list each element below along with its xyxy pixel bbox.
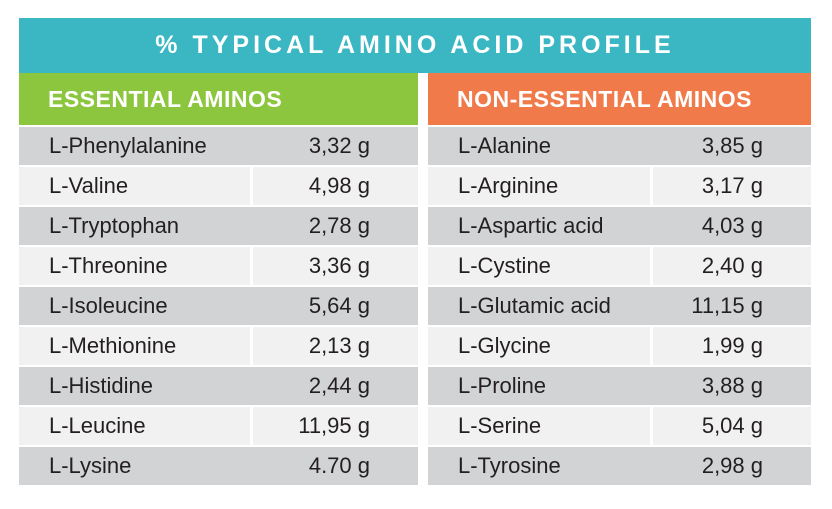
columns-container: ESSENTIAL AMINOS L-Phenylalanine 3,32 g … <box>19 73 811 487</box>
amino-name: L-Aspartic acid <box>458 213 604 238</box>
amino-name: L-Proline <box>458 373 547 398</box>
amino-name: L-Serine <box>458 413 542 438</box>
table-row: L-Glutamic acid 11,15 g <box>428 287 811 325</box>
table-row: L-Tyrosine 2,98 g <box>428 447 811 485</box>
amino-value: 11,95 g <box>250 407 418 445</box>
amino-value: 2,98 g <box>701 453 763 478</box>
table-row: L-Aspartic acid 4,03 g <box>428 207 811 245</box>
table-row: L-Phenylalanine 3,32 g <box>19 127 418 165</box>
essential-aminos-rows: L-Phenylalanine 3,32 g L-Valine 4,98 g L… <box>19 127 418 485</box>
amino-value: 5,04 g <box>650 407 811 445</box>
amino-name: L-Alanine <box>458 133 551 158</box>
amino-value: 5,64 g <box>308 293 370 318</box>
amino-value: 3,85 g <box>701 133 763 158</box>
table-row: L-Proline 3,88 g <box>428 367 811 405</box>
table-row: L-Cystine 2,40 g <box>428 247 811 285</box>
table-row: L-Threonine 3,36 g <box>19 247 418 285</box>
amino-name: L-Tryptophan <box>49 213 180 238</box>
panel-title: % TYPICAL AMINO ACID PROFILE <box>155 31 675 59</box>
table-row: L-Valine 4,98 g <box>19 167 418 205</box>
amino-name: L-Histidine <box>49 373 153 398</box>
table-row: L-Isoleucine 5,64 g <box>19 287 418 325</box>
amino-name: L-Methionine <box>49 333 177 358</box>
panel-title-bar: % TYPICAL AMINO ACID PROFILE <box>19 18 811 73</box>
amino-name: L-Isoleucine <box>49 293 168 318</box>
amino-value: 2,13 g <box>250 327 418 365</box>
amino-name: L-Lysine <box>49 453 132 478</box>
amino-value: 3,17 g <box>650 167 811 205</box>
table-row: L-Lysine 4.70 g <box>19 447 418 485</box>
amino-value: 4.70 g <box>308 453 370 478</box>
non-essential-aminos-column: NON-ESSENTIAL AMINOS L-Alanine 3,85 g L-… <box>428 73 811 487</box>
amino-name: L-Cystine <box>458 253 551 278</box>
amino-name: L-Glycine <box>458 333 551 358</box>
amino-name: L-Leucine <box>49 413 146 438</box>
table-row: L-Leucine 11,95 g <box>19 407 418 445</box>
table-row: L-Glycine 1,99 g <box>428 327 811 365</box>
table-row: L-Histidine 2,44 g <box>19 367 418 405</box>
table-row: L-Arginine 3,17 g <box>428 167 811 205</box>
amino-name: L-Arginine <box>458 173 559 198</box>
amino-name: L-Phenylalanine <box>49 133 207 158</box>
essential-aminos-header: ESSENTIAL AMINOS <box>19 73 418 125</box>
amino-name: L-Threonine <box>49 253 168 278</box>
non-essential-aminos-header: NON-ESSENTIAL AMINOS <box>428 73 811 125</box>
amino-name: L-Glutamic acid <box>458 293 611 318</box>
amino-value: 3,36 g <box>250 247 418 285</box>
non-essential-aminos-rows: L-Alanine 3,85 g L-Arginine 3,17 g L-Asp… <box>428 127 811 485</box>
amino-value: 2,44 g <box>308 373 370 398</box>
table-row: L-Tryptophan 2,78 g <box>19 207 418 245</box>
table-row: L-Serine 5,04 g <box>428 407 811 445</box>
table-row: L-Methionine 2,13 g <box>19 327 418 365</box>
amino-value: 3,32 g <box>308 133 370 158</box>
amino-name: L-Valine <box>49 173 129 198</box>
amino-value: 4,98 g <box>250 167 418 205</box>
table-row: L-Alanine 3,85 g <box>428 127 811 165</box>
amino-value: 2,78 g <box>308 213 370 238</box>
amino-value: 2,40 g <box>650 247 811 285</box>
essential-aminos-column: ESSENTIAL AMINOS L-Phenylalanine 3,32 g … <box>19 73 418 487</box>
amino-value: 3,88 g <box>701 373 763 398</box>
amino-value: 4,03 g <box>701 213 763 238</box>
amino-acid-profile-panel: % TYPICAL AMINO ACID PROFILE ESSENTIAL A… <box>19 18 811 487</box>
amino-value: 1,99 g <box>650 327 811 365</box>
amino-name: L-Tyrosine <box>458 453 561 478</box>
amino-value: 11,15 g <box>691 293 763 318</box>
